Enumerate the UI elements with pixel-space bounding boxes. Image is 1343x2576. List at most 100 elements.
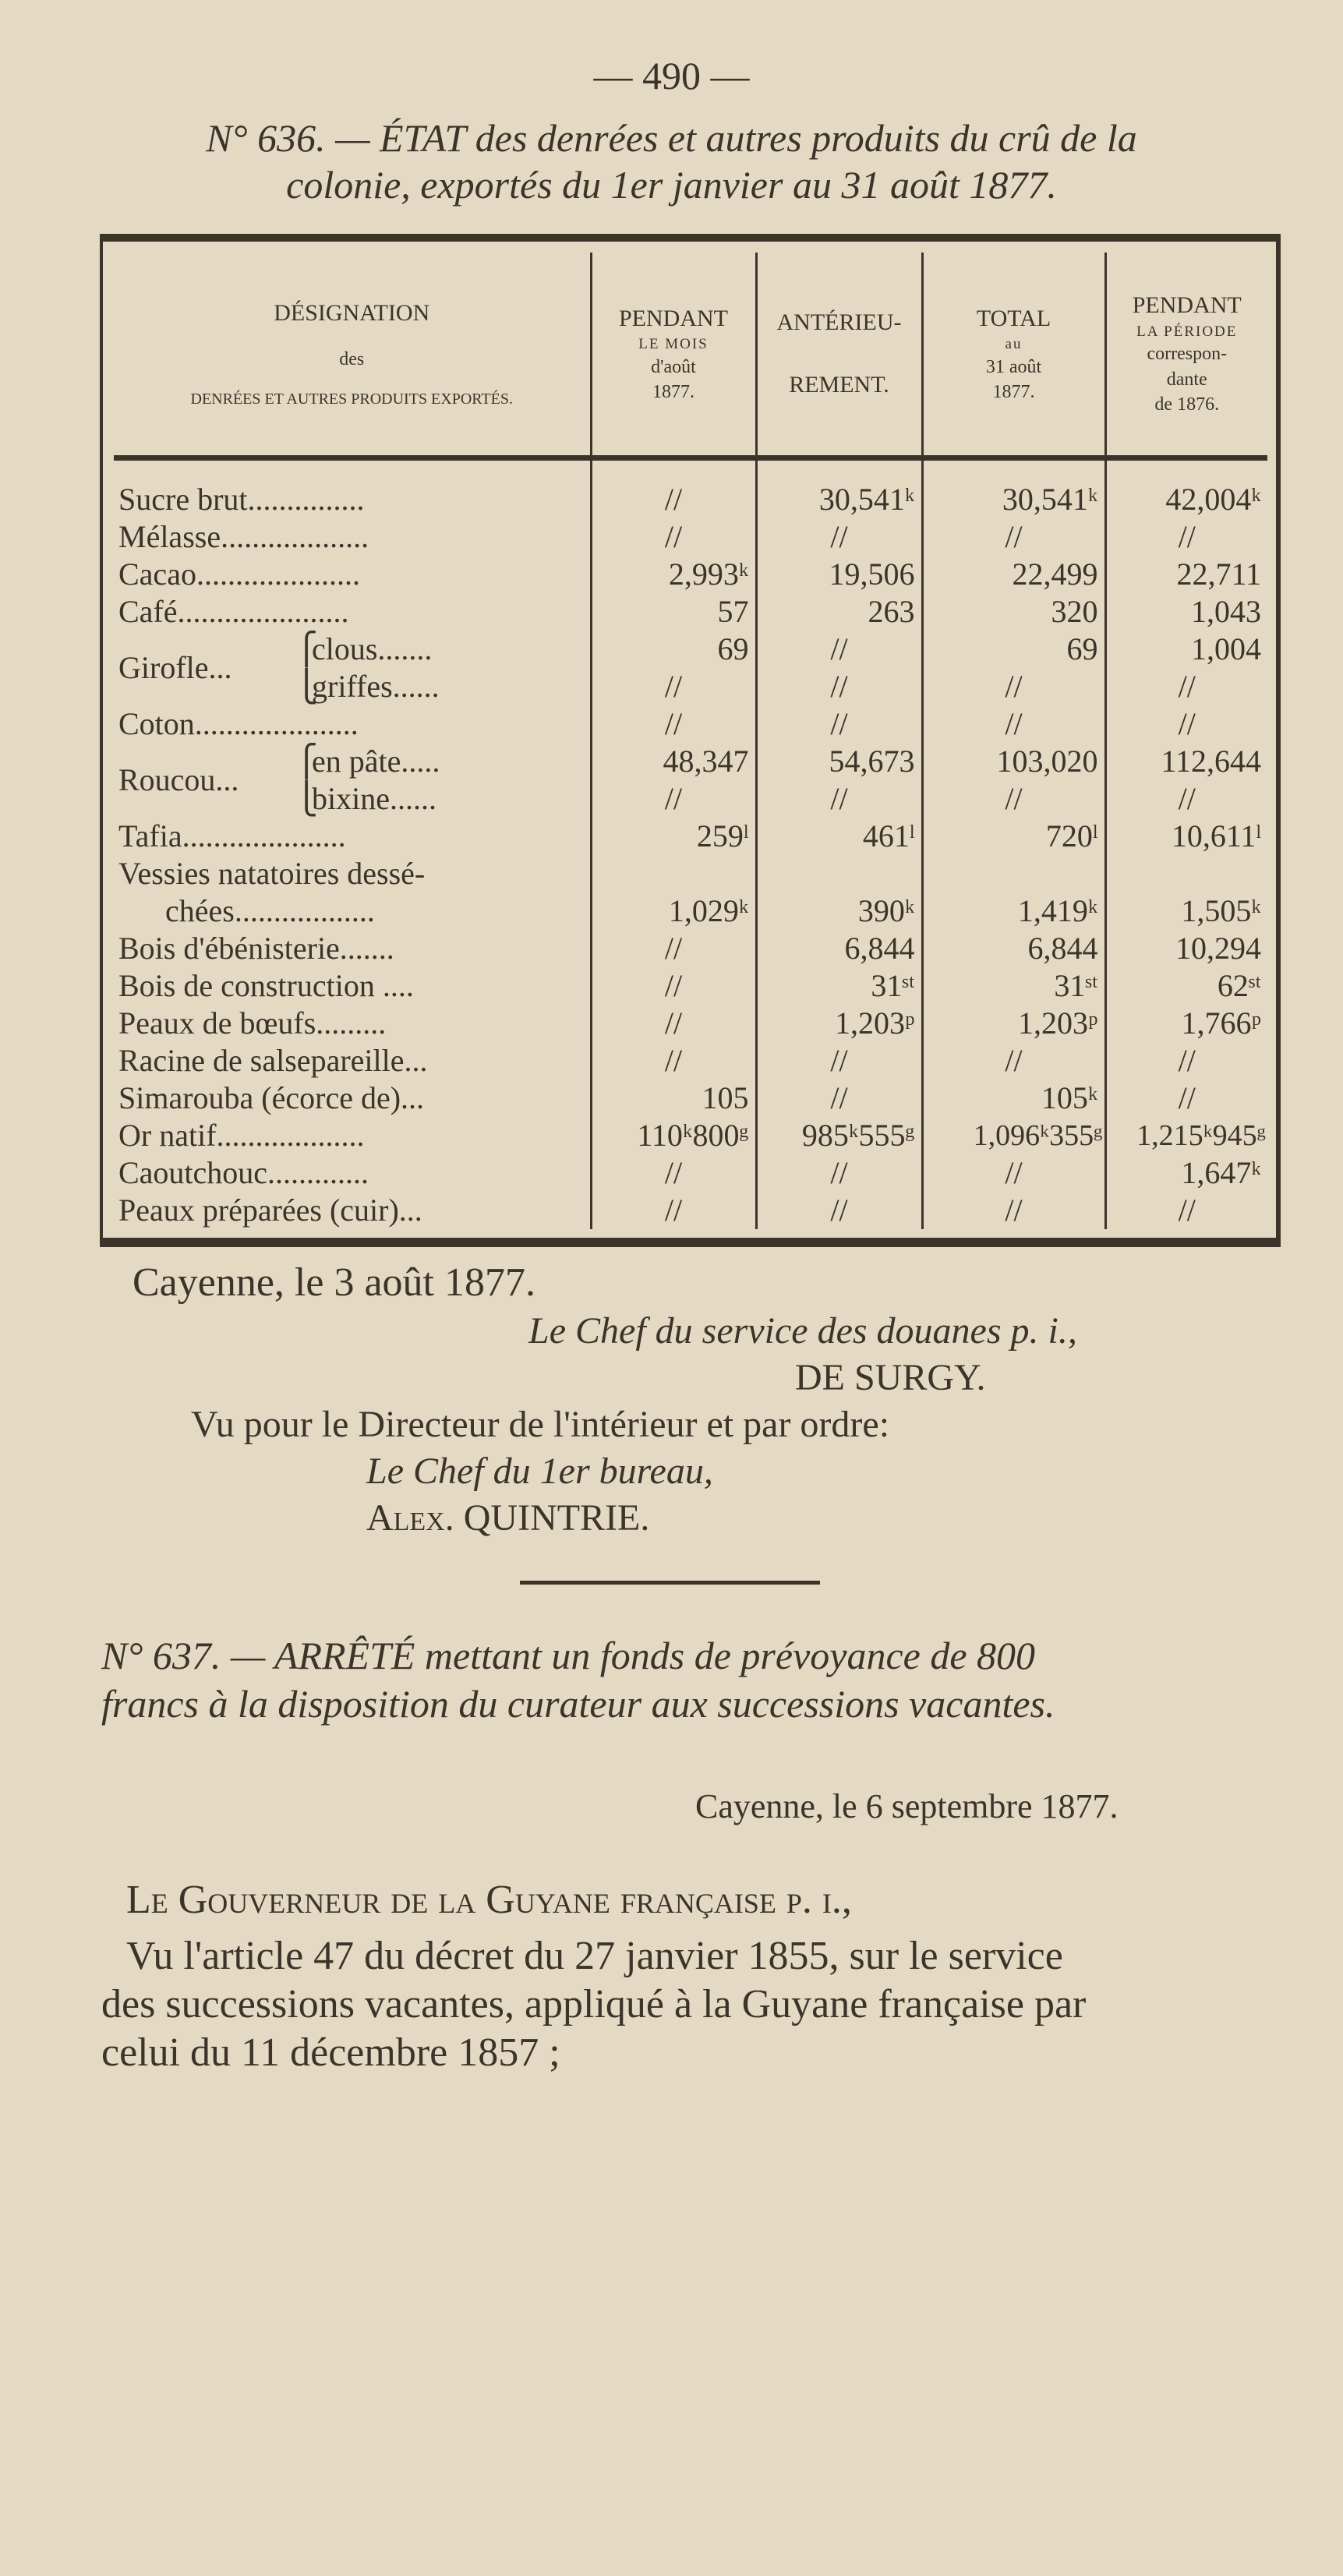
table-row: ⎩griffes......//////// <box>114 668 1267 705</box>
table-row: Mélasse...................//////// <box>114 518 1267 556</box>
header-text: au <box>1005 336 1023 353</box>
header-prev-year: PENDANT LA PÉRIODE correspon- dante de 1… <box>1104 253 1267 461</box>
value-month: 48,347 <box>589 743 756 780</box>
row-label: Racine de salsepareille... <box>118 1043 428 1078</box>
page-number: — 490 — <box>593 54 750 97</box>
value-month: // <box>589 1042 756 1080</box>
approval-line: Vu pour le Directeur de l'intérieur et p… <box>191 1404 890 1445</box>
header-text: d'août <box>651 356 696 377</box>
doc-636-title-line-1: N° 636. — ÉTAT des denrées et autres pro… <box>206 116 1137 160</box>
row-label: Sucre brut............... <box>118 482 365 517</box>
value-prev-year: 1,647ᵏ <box>1104 1154 1267 1192</box>
value-prev-year: // <box>1104 1042 1267 1080</box>
value-total: // <box>921 518 1105 556</box>
header-text: LA PÉRIODE <box>1136 323 1238 340</box>
header-text: correspon- <box>1147 344 1228 365</box>
value-prior: 1,203ᵖ <box>755 1005 922 1042</box>
table-row: Or natif................... 110ᵏ800ᵍ 985ᵏ5… <box>114 1117 1267 1154</box>
value-month: // <box>589 1005 756 1042</box>
value-prev-year: 112,644 <box>1104 743 1267 780</box>
value-prior: // <box>755 1042 922 1080</box>
value-prior: 54,673 <box>755 743 922 780</box>
value-prior: 390ᵏ <box>755 855 922 930</box>
value-month: // <box>589 780 756 818</box>
row-label: ⎧en pâte..... <box>295 743 591 780</box>
table-row: Caoutchouc.............//////1,647ᵏ <box>114 1154 1267 1192</box>
value-total: // <box>921 705 1105 743</box>
value-month: // <box>589 930 756 967</box>
value-total: 720ˡ <box>921 818 1105 855</box>
value-total: // <box>921 780 1105 818</box>
value-prior: // <box>755 1080 922 1117</box>
value-prior: 31ˢᵗ <box>755 967 922 1005</box>
row-sublabel: en pâte..... <box>312 744 440 779</box>
section-divider <box>520 1581 820 1585</box>
row-sublabel: clous....... <box>312 631 433 666</box>
value-prior: 19,506 <box>755 556 922 593</box>
table-row: Simarouba (écorce de)... 105//105ᵏ// <box>114 1080 1267 1117</box>
row-label: ⎩griffes...... <box>295 668 591 705</box>
header-text: 1877. <box>992 382 1035 403</box>
brace-icon: ⎧ <box>295 631 318 666</box>
value-prior: // <box>755 1192 922 1229</box>
doc-637-place-date: Cayenne, le 6 septembre 1877. <box>695 1787 1119 1825</box>
table-row: Tafia..................... 259ˡ 461ˡ 720ˡ 10… <box>114 818 1267 855</box>
brace-icon: ⎧ <box>295 744 318 779</box>
row-label: Bois de construction .... <box>118 968 414 1003</box>
doc-637-title-line-1: N° 637. — ARRÊTÉ mettant un fonds de pré… <box>101 1634 1036 1677</box>
header-text: dante <box>1166 369 1207 390</box>
doc-637-title-line-2: francs à la disposition du curateur aux … <box>101 1682 1055 1726</box>
value-total: 320 <box>921 593 1105 631</box>
value-total: 69 <box>921 631 1105 668</box>
value-prior: 461ˡ <box>755 818 922 855</box>
value-total: 1,203ᵖ <box>921 1005 1105 1042</box>
value-prev-year: // <box>1104 518 1267 556</box>
approver-name: Alex. QUINTRIE. <box>366 1497 650 1539</box>
table-row: Cacao..................... 2,993ᵏ 19,506 22… <box>114 556 1267 593</box>
value-total: // <box>921 1192 1105 1229</box>
doc-637-opening: Le Gouverneur de la Guyane française p. … <box>126 1878 852 1922</box>
value-prior: // <box>755 668 922 705</box>
value-total: 30,541ᵏ <box>921 458 1105 518</box>
value-month: 105 <box>589 1080 756 1117</box>
row-label: Or natif................... <box>118 1118 365 1153</box>
row-group-label: Girofle... <box>118 650 232 685</box>
table-row: Sucre brut...............//30,541ᵏ 30,541… <box>114 458 1267 518</box>
table-body: Sucre brut...............//30,541ᵏ 30,541… <box>114 458 1267 1229</box>
place-date: Cayenne, le 3 août 1877. <box>133 1260 535 1305</box>
value-prev-year: // <box>1104 705 1267 743</box>
row-label: Caoutchouc............. <box>118 1155 369 1190</box>
value-prior: 6,844 <box>755 930 922 967</box>
header-text: TOTAL <box>976 305 1051 331</box>
value-month: // <box>589 668 756 705</box>
value-month: 2,993ᵏ <box>589 556 756 593</box>
header-total: TOTAL au 31 août 1877. <box>921 253 1105 461</box>
row-group-label: Roucou... <box>118 762 239 797</box>
header-text: REMENT. <box>789 372 889 398</box>
value-total: 1,096ᵏ355ᵍ <box>921 1117 1105 1154</box>
table-row: Coton.....................//////// <box>114 705 1267 743</box>
header-text: de 1876. <box>1154 394 1220 415</box>
value-prev-year: 1,043 <box>1104 593 1267 631</box>
header-text: des <box>339 348 365 369</box>
value-prior: 985ᵏ555ᵍ <box>755 1117 922 1154</box>
value-month: // <box>589 967 756 1005</box>
value-month: // <box>589 518 756 556</box>
signer-name: DE SURGY. <box>795 1357 986 1398</box>
value-prior: // <box>755 631 922 668</box>
value-month: // <box>589 458 756 518</box>
table-row: ⎩bixine......//////// <box>114 780 1267 818</box>
header-designation: DÉSIGNATION des DENRÉES ET AUTRES PRODUI… <box>114 253 591 461</box>
brace-icon: ⎩ <box>295 781 318 816</box>
signer-title: Le Chef du service des douanes p. i., <box>528 1310 1077 1352</box>
value-prev-year: 10,294 <box>1104 930 1267 967</box>
header-text: ANTÉRIEU- <box>776 309 902 335</box>
value-prior: // <box>755 780 922 818</box>
value-month: 57 <box>589 593 756 631</box>
value-prev-year: 22,711 <box>1104 556 1267 593</box>
table-row: Café...................... 57 263 320 1,043 <box>114 593 1267 631</box>
doc-637-paragraph-line-1: Vu l'article 47 du décret du 27 janvier … <box>126 1934 1063 1978</box>
value-prev-year: // <box>1104 780 1267 818</box>
value-prev-year: // <box>1104 668 1267 705</box>
value-prev-year: 62ˢᵗ <box>1104 967 1267 1005</box>
